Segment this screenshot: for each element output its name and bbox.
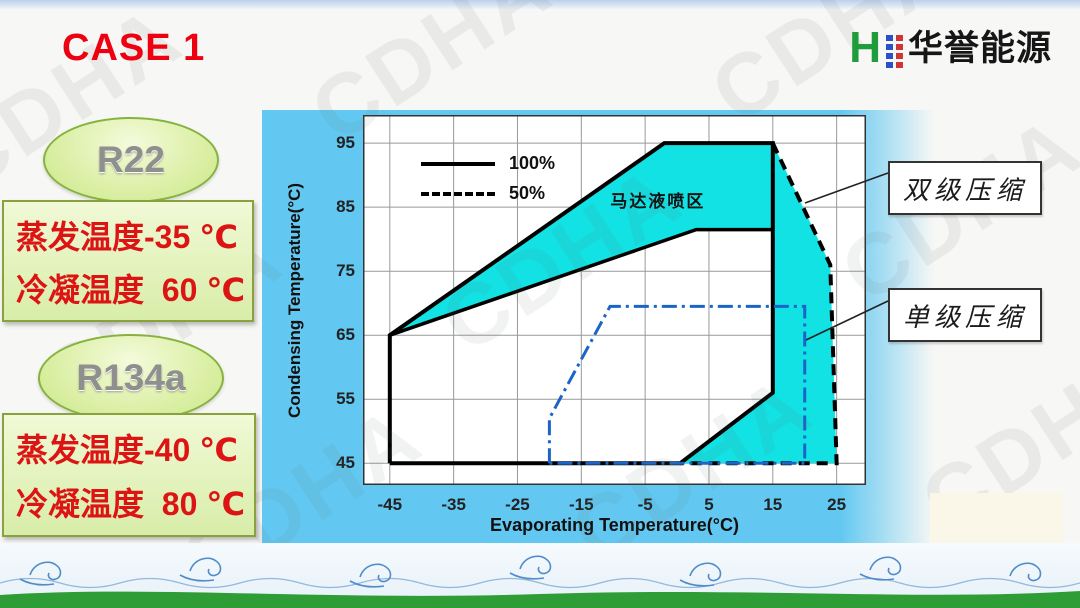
plot-border [363,115,866,485]
logo-monogram-h: H [849,23,881,72]
refrigerant-conditions-r134a: 蒸发温度-40 ℃ 冷凝温度 80 ℃ [2,413,256,537]
callout-single-stage-compression: 单级压缩 [888,288,1042,342]
refrigerant-badge-label: R22 [97,139,165,180]
region-50pct-extension-zone [680,143,837,464]
y-tick-label: 85 [336,197,355,217]
refrigerant-badge-label: R134a [76,357,186,398]
wave-art [0,555,1080,608]
y-tick-label: 75 [336,261,355,281]
refrigerant-conditions-r22: 蒸发温度-35 ℃ 冷凝温度 60 ℃ [2,200,254,322]
x-tick-label: -15 [569,495,594,514]
evaporating-temp-line: 蒸发温度-35 ℃ [16,218,238,255]
y-tick-label: 65 [336,325,355,345]
company-logo: H 华誉能源 [849,23,1052,72]
legend-item-50pct: 50% [421,183,555,204]
condensing-temp-line: 冷凝温度 60 ℃ [16,271,246,308]
dashed-line-sample-icon [421,191,495,196]
refrigerant-badge-r134a: R134a [38,334,224,422]
x-tick-label: -35 [441,495,466,514]
logo-wordmark: 华誉能源 [907,29,1052,68]
green-hill [0,591,1080,608]
condensing-temp-line: 冷凝温度 80 ℃ [16,486,246,522]
y-axis-title: Condensing Temperature(°C) [285,182,304,418]
chart-plot-area: 马达液喷区 [363,115,866,485]
bottom-wave-band: 中国城镇供热协会 [0,543,1080,608]
x-tick-label: -5 [637,495,653,514]
x-tick-label: 15 [763,495,783,514]
top-accent-bar [0,0,1080,9]
y-tick-label: 55 [336,389,355,409]
x-axis-title: Evaporating Temperature(°C) [490,515,739,535]
page-title: CASE 1 [62,27,206,69]
callout-two-stage-compression: 双级压缩 [888,161,1042,215]
x-tick-label: -45 [377,495,403,514]
series-single-stage-envelope [547,304,807,465]
x-tick-label: 25 [827,495,847,514]
chart-legend: 100% 50% [421,153,555,204]
legend-item-100pct: 100% [421,153,555,174]
y-tick-label: 45 [336,453,355,473]
series-liquid-injection-boundary [389,227,773,337]
y-tick-label: 95 [336,133,355,153]
solid-line-sample-icon [421,161,495,166]
evaporating-temp-line: 蒸发温度-40 ℃ [16,432,238,468]
legend-label: 50% [509,183,546,203]
legend-label: 100% [509,153,556,173]
x-tick-label: -25 [505,495,530,514]
region-motor-liquid-injection-zone [389,143,773,336]
logo-dotted-e-icon [885,35,903,68]
compressor-envelope-chart: 马达液喷区 100% 50% [363,115,866,485]
zone-label-motor-liquid-injection: 马达液喷区 [610,191,705,211]
refrigerant-badge-r22: R22 [43,117,219,203]
x-tick-label: 5 [704,495,714,514]
